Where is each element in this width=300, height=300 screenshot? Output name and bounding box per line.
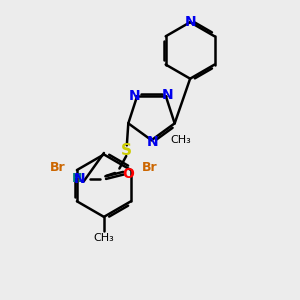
Text: N: N bbox=[184, 15, 196, 29]
Text: H: H bbox=[72, 172, 82, 185]
Text: Br: Br bbox=[142, 160, 158, 174]
Text: N: N bbox=[74, 172, 85, 186]
Text: O: O bbox=[122, 167, 134, 182]
Text: CH₃: CH₃ bbox=[94, 233, 114, 243]
Text: Br: Br bbox=[50, 160, 66, 174]
Text: N: N bbox=[128, 89, 140, 103]
Text: S: S bbox=[121, 143, 132, 158]
Text: CH₃: CH₃ bbox=[171, 135, 192, 145]
Text: N: N bbox=[161, 88, 173, 102]
Text: N: N bbox=[147, 135, 159, 149]
